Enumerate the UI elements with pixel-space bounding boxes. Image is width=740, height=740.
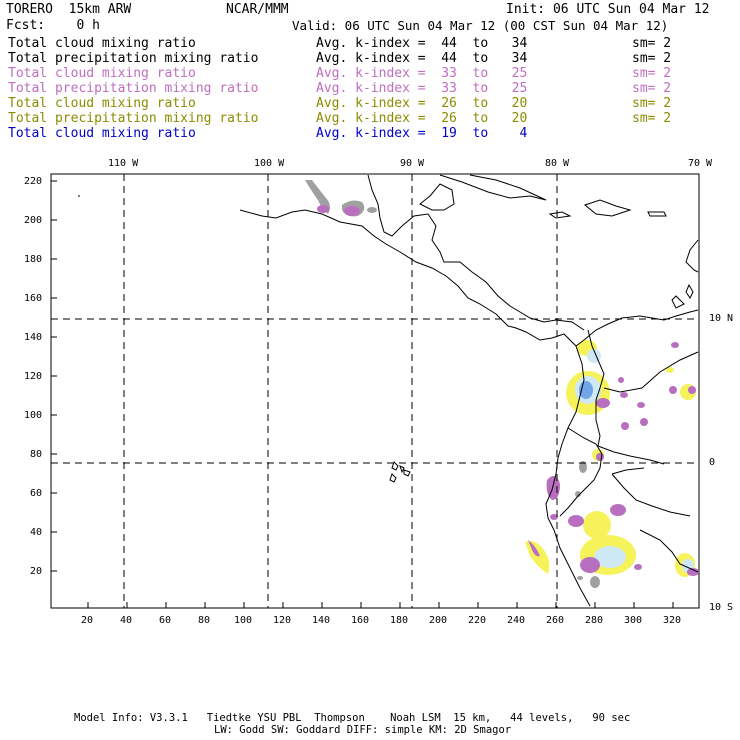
legend-name: Total precipitation mixing ratio (8, 111, 259, 126)
axis-ticks (51, 180, 674, 608)
legend-name: Total precipitation mixing ratio (8, 81, 259, 96)
x-tick-label: 240 (507, 615, 526, 626)
map-frame (50, 173, 700, 609)
purple-field (528, 540, 540, 557)
yellow-field (583, 511, 611, 539)
y-tick-label: 20 (30, 566, 43, 577)
purple-field (568, 515, 584, 527)
x-tick-label: 280 (585, 615, 604, 626)
purple-field (596, 453, 604, 461)
y-tick-label: 60 (30, 488, 43, 499)
valid-time: Valid: 06 UTC Sun 04 Mar 12 (00 CST Sun … (292, 18, 669, 33)
purple-field (669, 386, 677, 394)
x-tick-label: 100 (234, 615, 253, 626)
purple-field (634, 564, 642, 570)
x-tick-label: 180 (390, 615, 409, 626)
x-tick-label: 300 (624, 615, 643, 626)
gray-field (577, 576, 583, 580)
legend-sm: sm= 2 (632, 81, 672, 96)
forecast-hour: Fcst: 0 h (6, 18, 100, 33)
org-label: NCAR/MMM (226, 2, 289, 17)
gray-field (590, 576, 600, 588)
yellow-field (525, 541, 550, 574)
legend-sm: sm= 2 (632, 66, 672, 81)
purple-field (640, 418, 648, 426)
gray-field (367, 207, 377, 213)
legend-sm: sm= 2 (632, 111, 672, 126)
purple-field (596, 398, 610, 408)
lon-label: 80 W (545, 158, 570, 169)
model-title: TORERO 15km ARW (6, 2, 132, 17)
cloud-field (305, 180, 699, 588)
y-tick-label: 120 (24, 371, 43, 382)
x-tick-label: 260 (546, 615, 565, 626)
legend-name: Total cloud mixing ratio (8, 126, 196, 141)
x-tick-label: 220 (468, 615, 487, 626)
y-tick-label: 140 (24, 332, 43, 343)
legend-sm: sm= 2 (632, 96, 672, 111)
purple-field (618, 377, 624, 383)
legend-name: Total cloud mixing ratio (8, 36, 196, 51)
legend-sm: sm= 2 (632, 36, 672, 51)
x-tick-label: 20 (81, 615, 94, 626)
purple-field (580, 557, 600, 573)
lon-label: 70 W (688, 158, 713, 169)
lat-label: 0 (709, 457, 716, 468)
graticule (51, 174, 699, 608)
y-tick-label: 200 (24, 215, 43, 226)
x-tick-label: 80 (198, 615, 211, 626)
purple-field (687, 568, 699, 576)
y-tick-label: 80 (30, 449, 43, 460)
legend-name: Total cloud mixing ratio (8, 66, 196, 81)
legend-sm: sm= 2 (632, 51, 672, 66)
lightblue-field (594, 546, 626, 568)
gray-field (579, 461, 587, 473)
yellow-field (666, 367, 674, 373)
purple-field (620, 392, 628, 398)
lat-label: 10 N (709, 313, 734, 324)
purple-field (688, 386, 696, 394)
x-tick-label: 120 (273, 615, 292, 626)
legend-range: Avg. k-index = 26 to 20 (316, 111, 528, 126)
legend-range: Avg. k-index = 19 to 4 (316, 126, 528, 141)
legend-range: Avg. k-index = 26 to 20 (316, 96, 528, 111)
purple-field (317, 205, 329, 213)
purple-field (344, 206, 360, 216)
legend-name: Total precipitation mixing ratio (8, 51, 259, 66)
purple-field (637, 402, 645, 408)
gray-field (575, 491, 581, 497)
legend-range: Avg. k-index = 44 to 34 (316, 36, 528, 51)
purple-field (610, 504, 626, 516)
y-tick-label: 40 (30, 527, 43, 538)
legend-range: Avg. k-index = 44 to 34 (316, 51, 528, 66)
init-time: Init: 06 UTC Sun 04 Mar 12 (506, 2, 710, 17)
purple-field (621, 422, 629, 430)
x-tick-label: 140 (312, 615, 331, 626)
lon-label: 90 W (400, 158, 425, 169)
legend-name: Total cloud mixing ratio (8, 96, 196, 111)
x-tick-label: 200 (429, 615, 448, 626)
x-tick-label: 60 (159, 615, 172, 626)
physics-info: LW: Godd SW: Goddard DIFF: simple KM: 2D… (214, 724, 512, 736)
y-tick-label: 180 (24, 254, 43, 265)
y-tick-label: 220 (24, 176, 43, 187)
purple-field (671, 342, 679, 348)
legend-range: Avg. k-index = 33 to 25 (316, 81, 528, 96)
y-tick-label: 100 (24, 410, 43, 421)
x-tick-label: 160 (351, 615, 370, 626)
lon-label: 110 W (108, 158, 139, 169)
purple-field (546, 475, 560, 500)
purple-field (550, 514, 558, 520)
legend-range: Avg. k-index = 33 to 25 (316, 66, 528, 81)
x-tick-label: 320 (663, 615, 682, 626)
x-tick-label: 40 (120, 615, 133, 626)
lon-label: 100 W (254, 158, 285, 169)
coastlines (78, 174, 699, 607)
y-tick-label: 160 (24, 293, 43, 304)
model-info: Model Info: V3.3.1 Tiedtke YSU PBL Thomp… (74, 712, 631, 724)
lat-label: 10 S (709, 602, 734, 613)
